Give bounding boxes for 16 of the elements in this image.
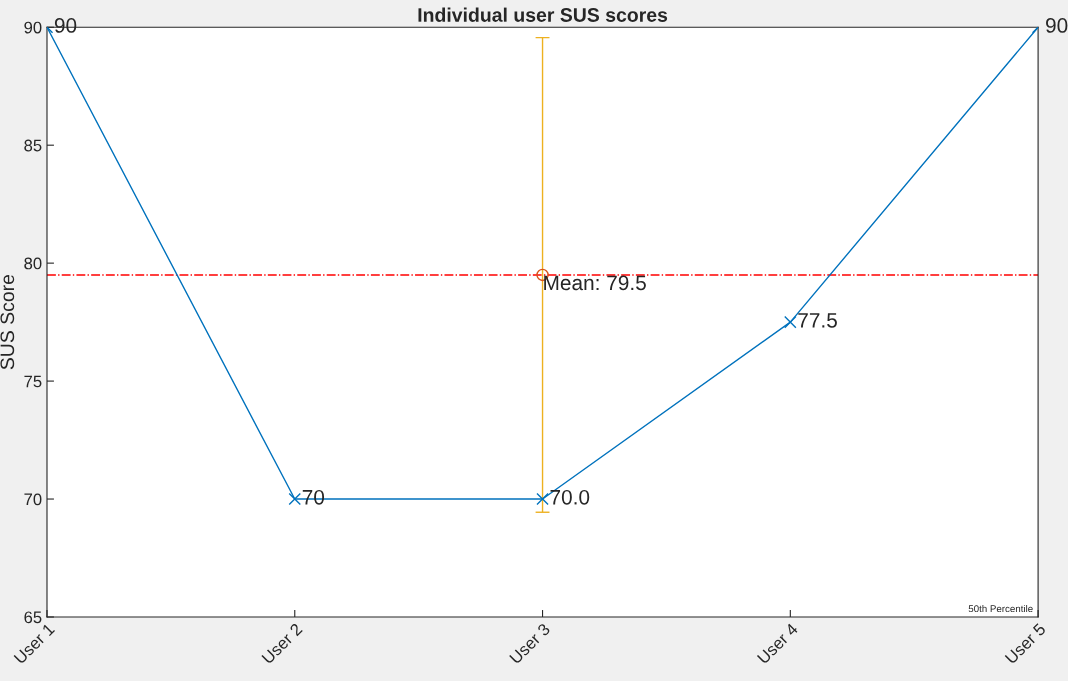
data-label: 77.5	[798, 313, 837, 328]
annotation: 50th Percentile	[968, 604, 1033, 613]
data-label: 70.0	[550, 489, 590, 505]
y-tick-label: 70	[24, 493, 42, 506]
data-label: 90	[1046, 18, 1068, 33]
point	[536, 492, 549, 506]
point	[288, 492, 302, 506]
y-tick-label: 75	[24, 375, 42, 388]
y-tick-label: 85	[24, 139, 42, 152]
chart-title: Individual user SUS scores	[418, 7, 668, 22]
y-tick-label: 80	[24, 257, 42, 270]
annotation: Mean: 79.5	[544, 275, 646, 291]
y-tick-label: 65	[24, 611, 42, 624]
y-axis-title: SUS Score	[0, 274, 15, 370]
y-tick-label: 90	[24, 21, 42, 34]
point	[784, 315, 797, 329]
